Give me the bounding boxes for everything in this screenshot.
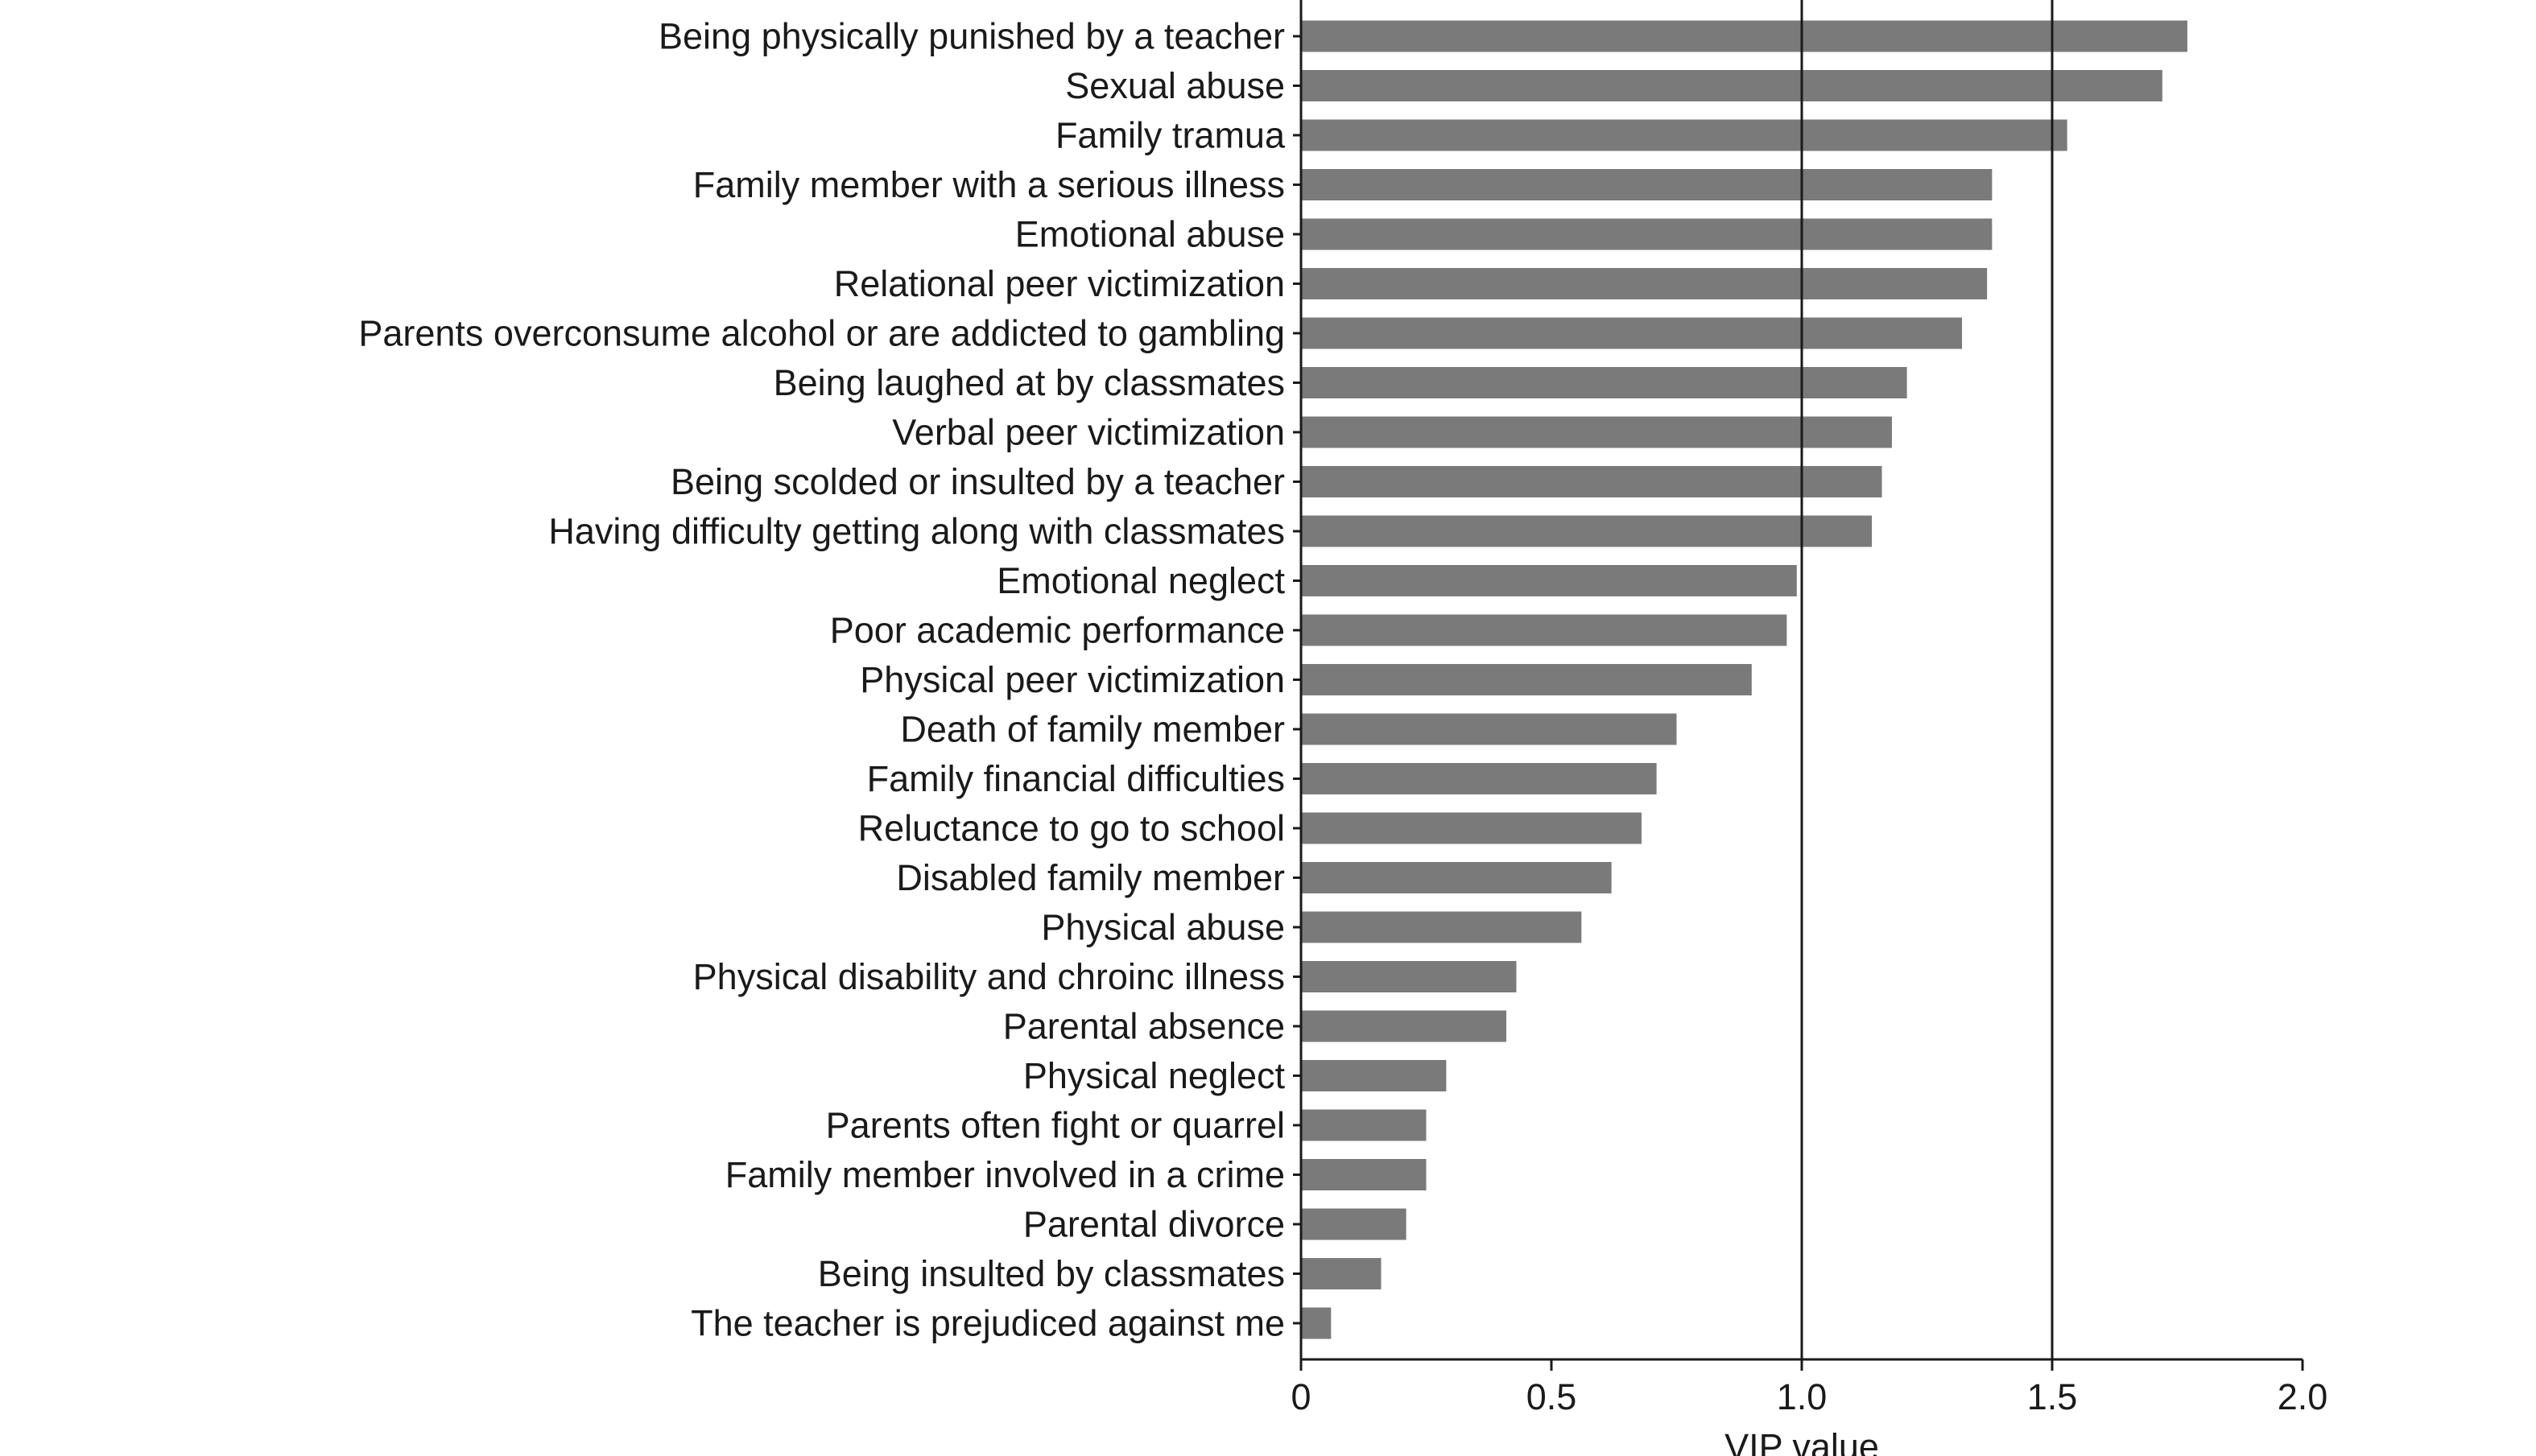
x-tick-label: 2.0 [2278,1376,2328,1417]
x-tick-labels: 0 0.5 1.0 1.5 2.0 [1291,1376,2327,1417]
category-label: Sexual abuse [1065,65,1285,106]
bar [1301,1208,1406,1240]
bar [1301,664,1752,695]
category-label: The teacher is prejudiced against me [691,1303,1285,1344]
category-label: Physical neglect [1023,1055,1286,1096]
category-label: Physical peer victimization [860,659,1285,700]
bar [1301,1109,1427,1141]
category-label: Having difficulty getting along with cla… [548,511,1285,552]
x-tick-label: 1.0 [1777,1376,1828,1417]
bar [1301,20,2187,52]
bar [1301,268,1988,299]
bar [1301,119,2067,151]
category-label: Parents overconsume alcohol or are addic… [358,313,1285,354]
x-axis-title: VIP value [1724,1426,1879,1456]
category-label: Parental absence [1003,1006,1285,1047]
bar [1301,565,1797,596]
bar [1301,713,1677,745]
category-label: Poor academic performance [830,610,1285,651]
bar [1301,1258,1382,1289]
category-label: Being physically punished by a teacher [659,16,1285,57]
category-labels: Being physically punished by a teacher Se… [358,16,1286,1344]
bar [1301,317,1963,349]
category-label: Family member with a serious illness [693,164,1285,205]
bars-layer [1301,20,2187,1339]
category-label: Death of family member [900,709,1285,750]
bar [1301,862,1612,893]
category-label: Emotional abuse [1015,214,1285,255]
bar [1301,70,2162,101]
category-label: Family member involved in a crime [725,1154,1285,1195]
category-label: Family financial difficulties [867,758,1285,799]
category-label: Reluctance to go to school [858,808,1285,849]
bar [1301,1010,1507,1042]
category-label: Disabled family member [896,857,1285,898]
bar [1301,1060,1447,1091]
category-label: Emotional neglect [997,560,1285,601]
category-label: Parents often fight or quarrel [826,1105,1285,1146]
category-label: Physical disability and chroinc illness [693,956,1285,997]
category-label: Being scolded or insulted by a teacher [671,461,1285,502]
bar [1301,1307,1332,1339]
bar [1301,416,1892,448]
bar [1301,812,1642,844]
category-label: Parental divorce [1023,1204,1285,1245]
bar [1301,515,1873,547]
x-tick-label: 0.5 [1526,1376,1577,1417]
x-tick-label: 1.5 [2027,1376,2078,1417]
bar [1301,367,1907,398]
category-label: Being insulted by classmates [818,1253,1285,1294]
x-tick-label: 0 [1291,1376,1311,1417]
category-label: Relational peer victimization [834,263,1285,304]
bar [1301,1159,1427,1190]
bar [1301,614,1787,646]
category-label: Physical abuse [1041,907,1285,948]
reference-lines [1800,0,2054,1359]
bar [1301,466,1882,497]
axes [1293,0,2304,1371]
bar [1301,218,1993,250]
category-label: Verbal peer victimization [892,412,1285,453]
category-label: Family tramua [1055,115,1286,156]
category-label: Being laughed at by classmates [774,362,1285,403]
bar [1301,169,1993,200]
bar [1301,911,1582,943]
bar [1301,763,1657,794]
bar [1301,961,1517,992]
